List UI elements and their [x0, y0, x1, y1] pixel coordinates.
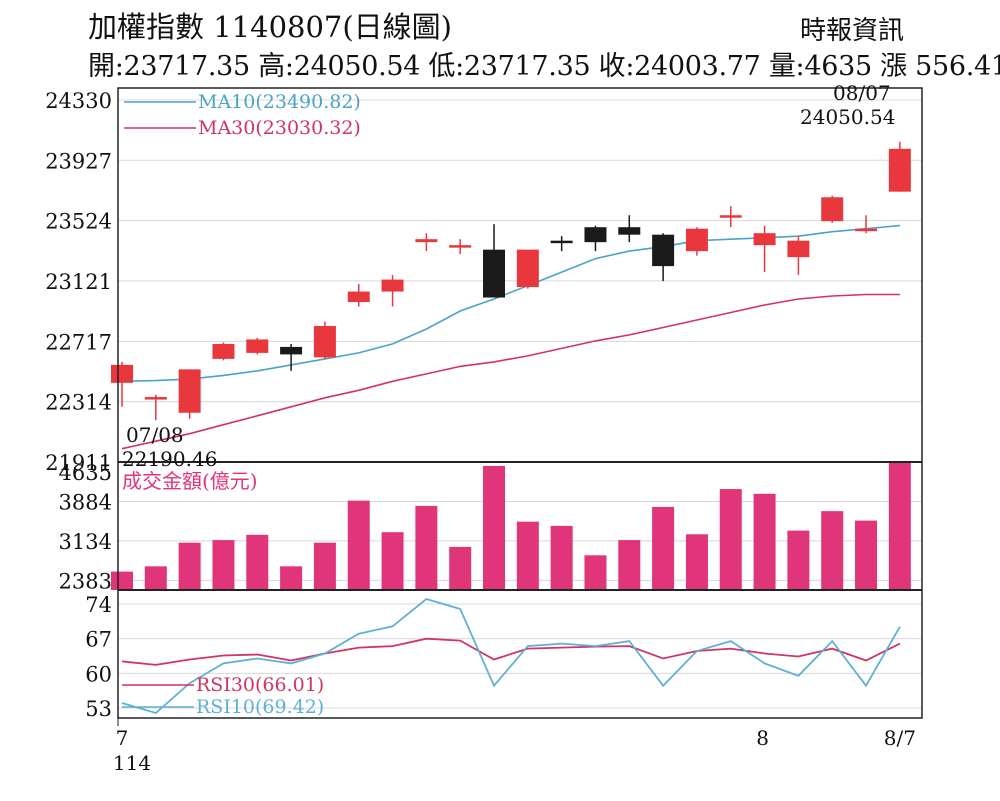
volume-bar	[111, 571, 133, 590]
candle-down	[652, 234, 675, 267]
candle-down	[618, 227, 641, 235]
volume-bar	[449, 546, 472, 590]
price-tick-label: 24330	[45, 89, 112, 113]
volume-bar	[347, 500, 370, 590]
volume-bar	[313, 542, 336, 590]
moving-average-layer	[121, 224, 900, 450]
candle-up	[111, 364, 133, 383]
volume-bar	[855, 520, 878, 590]
legend-ma10: MA10(23490.82)	[198, 91, 361, 113]
volume-bar	[719, 489, 742, 590]
outer-frame	[117, 87, 923, 719]
chart-title: 加權指數 1140807(日線圖)	[88, 10, 453, 44]
candle-up	[685, 228, 708, 252]
x-tick-sublabel: 114	[113, 751, 151, 775]
volume-tick-label: 3134	[59, 530, 112, 554]
volume-bar	[381, 532, 404, 590]
x-tick-label: 8/7	[884, 726, 916, 750]
candle-down	[280, 346, 303, 355]
candle-down	[483, 249, 506, 298]
price-tick-label: 23927	[45, 149, 112, 173]
x-tick-label: 8	[756, 726, 769, 750]
candle-up	[381, 279, 404, 292]
low-annotation-value: 22190.46	[122, 447, 217, 471]
volume-title: 成交金額(億元)	[122, 469, 258, 493]
candle-up	[246, 339, 269, 353]
grid-layer	[118, 99, 922, 709]
candle-up	[415, 239, 438, 243]
price-tick-label: 21911	[45, 451, 112, 475]
candle-down	[584, 227, 607, 243]
source-label: 時報資訊	[800, 16, 905, 46]
ma30-line	[121, 293, 900, 450]
rsi30-line	[121, 637, 901, 666]
high-annotation-value: 24050.54	[800, 105, 895, 129]
legend-ma30: MA30(23030.32)	[198, 117, 361, 139]
legend-rsi30: RSI30(66.01)	[196, 674, 324, 696]
candle-down	[550, 240, 573, 244]
candlestick-layer	[111, 141, 911, 421]
volume-bar	[178, 542, 201, 590]
price-tick-label: 22717	[45, 330, 112, 354]
volume-bar	[753, 493, 776, 590]
candle-up	[144, 397, 167, 400]
high-annotation-date: 08/07	[833, 81, 891, 105]
volume-bar	[212, 540, 235, 590]
rsi-layer	[121, 598, 901, 715]
rsi-tick-label: 67	[85, 628, 112, 652]
candle-up	[178, 369, 201, 413]
candle-up	[516, 249, 539, 288]
legend-rsi10: RSI10(69.42)	[196, 696, 324, 718]
ma10-line	[121, 224, 900, 383]
x-tick-label: 7	[116, 726, 129, 750]
volume-bar	[280, 566, 303, 590]
volume-tick-label: 3884	[59, 490, 112, 514]
volume-tick-label: 4635	[59, 461, 112, 485]
volume-bar	[821, 511, 844, 590]
candle-up	[212, 343, 235, 359]
candle-up	[313, 325, 336, 358]
volume-layer	[111, 462, 911, 590]
candle-up	[719, 215, 742, 218]
rsi-tick-label: 53	[85, 697, 112, 721]
volume-bar	[550, 525, 573, 590]
price-tick-label: 23524	[45, 210, 112, 234]
volume-bar	[483, 465, 506, 590]
volume-bar	[584, 555, 607, 590]
rsi-tick-label: 74	[85, 593, 112, 617]
volume-bar	[618, 540, 641, 590]
panel-frames	[117, 87, 923, 726]
volume-bar	[888, 462, 911, 590]
candle-up	[449, 245, 472, 248]
volume-bar	[144, 566, 167, 590]
volume-bar	[787, 530, 810, 590]
candle-up	[753, 233, 776, 246]
candle-up	[855, 228, 878, 232]
volume-bar	[415, 505, 438, 590]
candle-up	[787, 240, 810, 258]
volume-bar	[246, 534, 269, 590]
low-annotation-date: 07/08	[126, 423, 184, 447]
rsi10-line	[121, 598, 901, 715]
price-tick-label: 23121	[45, 270, 112, 294]
volume-tick-label: 2383	[59, 569, 112, 593]
candle-up	[821, 197, 844, 222]
volume-bar	[685, 534, 708, 590]
candle-up	[347, 291, 370, 303]
price-tick-label: 22314	[45, 391, 112, 415]
candle-up	[888, 148, 911, 192]
volume-bar	[516, 521, 539, 590]
volume-bar	[652, 506, 675, 590]
ohlc-summary: 開:23717.35 高:24050.54 低:23717.35 收:24003…	[88, 51, 1000, 82]
rsi-tick-label: 60	[85, 662, 112, 686]
